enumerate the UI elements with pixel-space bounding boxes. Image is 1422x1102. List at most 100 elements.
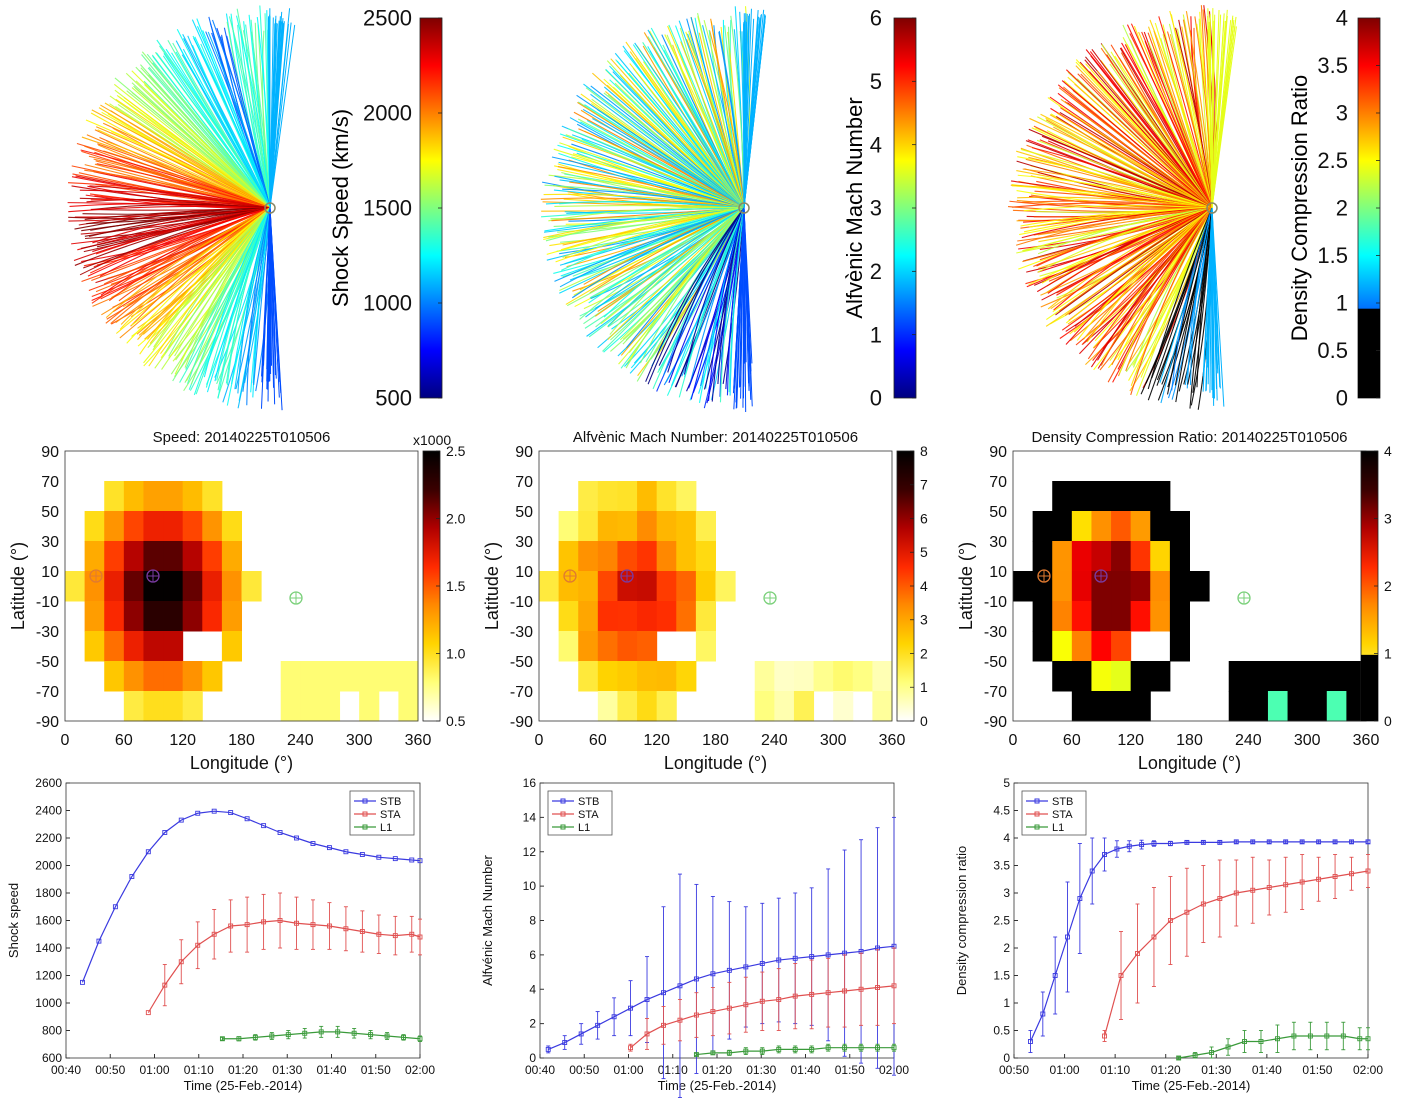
fan-line (203, 207, 271, 378)
fan-lines (1008, 5, 1237, 410)
heatmap-cell (1091, 481, 1112, 512)
heatmap-cell (398, 691, 419, 722)
y-tick-label: -30 (36, 624, 59, 641)
y-tick-label: 6 (529, 948, 536, 962)
x-tick-label: 01:30 (746, 1063, 776, 1077)
fan0-colorbar-tick-label: 1500 (363, 196, 412, 221)
fan-line (1017, 196, 1213, 209)
x-tick-label: 00:50 (95, 1063, 125, 1077)
heatmap-colorbar-tick-label: 8 (920, 443, 928, 459)
heatmap-cell (1052, 631, 1073, 662)
heatmap-cell (1091, 601, 1112, 632)
heatmap-cell (1228, 691, 1249, 722)
series-stb (80, 808, 423, 985)
fan-line (214, 207, 271, 382)
fan-line (155, 52, 271, 209)
fan-line (678, 20, 745, 209)
heatmap-cell (1169, 601, 1190, 632)
fan-line (1037, 207, 1213, 255)
y-tick-label: 1600 (35, 914, 62, 928)
legend-label: STA (1052, 809, 1073, 821)
heatmap-cell (617, 691, 638, 722)
legend-marker (1034, 824, 1040, 830)
heatmap-colorbar-tick-label: 1.0 (446, 645, 466, 661)
fan-line (667, 207, 745, 373)
spacecraft-marker-cross (1095, 570, 1107, 582)
heatmap-speed: Speed: 20140225T010506 0 60 120 180 240 300 360… (8, 429, 466, 773)
data-point (1225, 1044, 1231, 1050)
series-stb (1028, 837, 1371, 1053)
fan-line (1211, 8, 1214, 209)
fan-line (235, 15, 271, 209)
heatmap-cell (221, 631, 242, 662)
heatmap-cell (715, 571, 736, 602)
heatmap-cell (597, 631, 618, 662)
heatmap-cell (1071, 511, 1092, 542)
heatmap-colorbar-tick-label: 2.0 (446, 510, 466, 526)
heatmap-cell (637, 511, 658, 542)
fan-line (182, 34, 271, 209)
fan-line (1046, 207, 1213, 287)
fan-line (1085, 49, 1213, 209)
sun-marker (738, 202, 750, 214)
heatmap-cell (378, 661, 399, 692)
heatmap-cell (163, 571, 184, 602)
y-tick-label: 10 (523, 879, 537, 893)
heatmap-cell (143, 481, 164, 512)
heatmap-cell (1091, 511, 1112, 542)
heatmap-cell (143, 661, 164, 692)
heatmap-colorbar-tick-label: 1 (1384, 645, 1392, 661)
fan-line (252, 207, 271, 398)
heatmap-cell (1052, 661, 1073, 692)
fan-line (686, 38, 745, 209)
fan-line (1053, 207, 1213, 311)
spacecraft-marker-cross (621, 570, 633, 582)
y-tick-label: 1800 (35, 886, 62, 900)
x-axis-label: Longitude (°) (1138, 753, 1241, 773)
heatmap-cell (1326, 661, 1347, 692)
heatmap-cell (833, 661, 854, 692)
fan-line (1211, 15, 1228, 209)
data-point (1151, 934, 1157, 940)
heatmap-cell (1052, 541, 1073, 572)
x-tick-label: 120 (1117, 732, 1144, 749)
heatmap-cell (539, 571, 560, 602)
heatmap-cell (182, 691, 203, 722)
fan-lines (67, 5, 296, 411)
fan-line (1037, 207, 1213, 273)
fan-line (135, 80, 271, 209)
y-tick-label: -70 (984, 684, 1007, 701)
heatmap-frame (64, 450, 419, 722)
fan-plot-mach-number: 6 5 4 3 2 1 0 (540, 6, 917, 412)
fan-line (1171, 207, 1213, 391)
fan-line (592, 118, 745, 209)
series-sta (145, 892, 423, 1016)
fan-plot-shock-speed: 2500 2000 1500 1000 500 (67, 5, 443, 411)
fan-line (571, 134, 745, 209)
heatmap-title: Density Compression Ratio: 20140225T0105… (1031, 429, 1347, 446)
x-tick-label: 00:40 (51, 1063, 81, 1077)
fan-line (1041, 135, 1213, 209)
fan-line (269, 23, 276, 209)
heatmap-colorbar-black-band (1361, 654, 1378, 721)
heatmap-cell (1052, 511, 1073, 542)
heatmap-cell (104, 481, 125, 512)
fan-line (269, 22, 281, 209)
fan-line (703, 19, 745, 209)
x-tick-label: 240 (287, 732, 314, 749)
heatmap-cell (84, 511, 105, 542)
x-tick-label: 0 (1009, 732, 1018, 749)
heatmap-cell (300, 661, 321, 692)
heatmap-cells (539, 481, 893, 722)
x-tick-label: 01:40 (790, 1063, 820, 1077)
heatmap-cell (65, 571, 86, 602)
heatmap-cell (1032, 571, 1053, 602)
heatmap-cell (695, 601, 716, 632)
spacecraft-marker-cross (1238, 592, 1250, 604)
heatmap-colorbar-tick-label: 1 (920, 679, 928, 695)
fan-line (1061, 80, 1213, 209)
heatmap-colorbar-tick-label: 0.5 (446, 713, 466, 729)
x-tick-label: 01:30 (1201, 1063, 1231, 1077)
